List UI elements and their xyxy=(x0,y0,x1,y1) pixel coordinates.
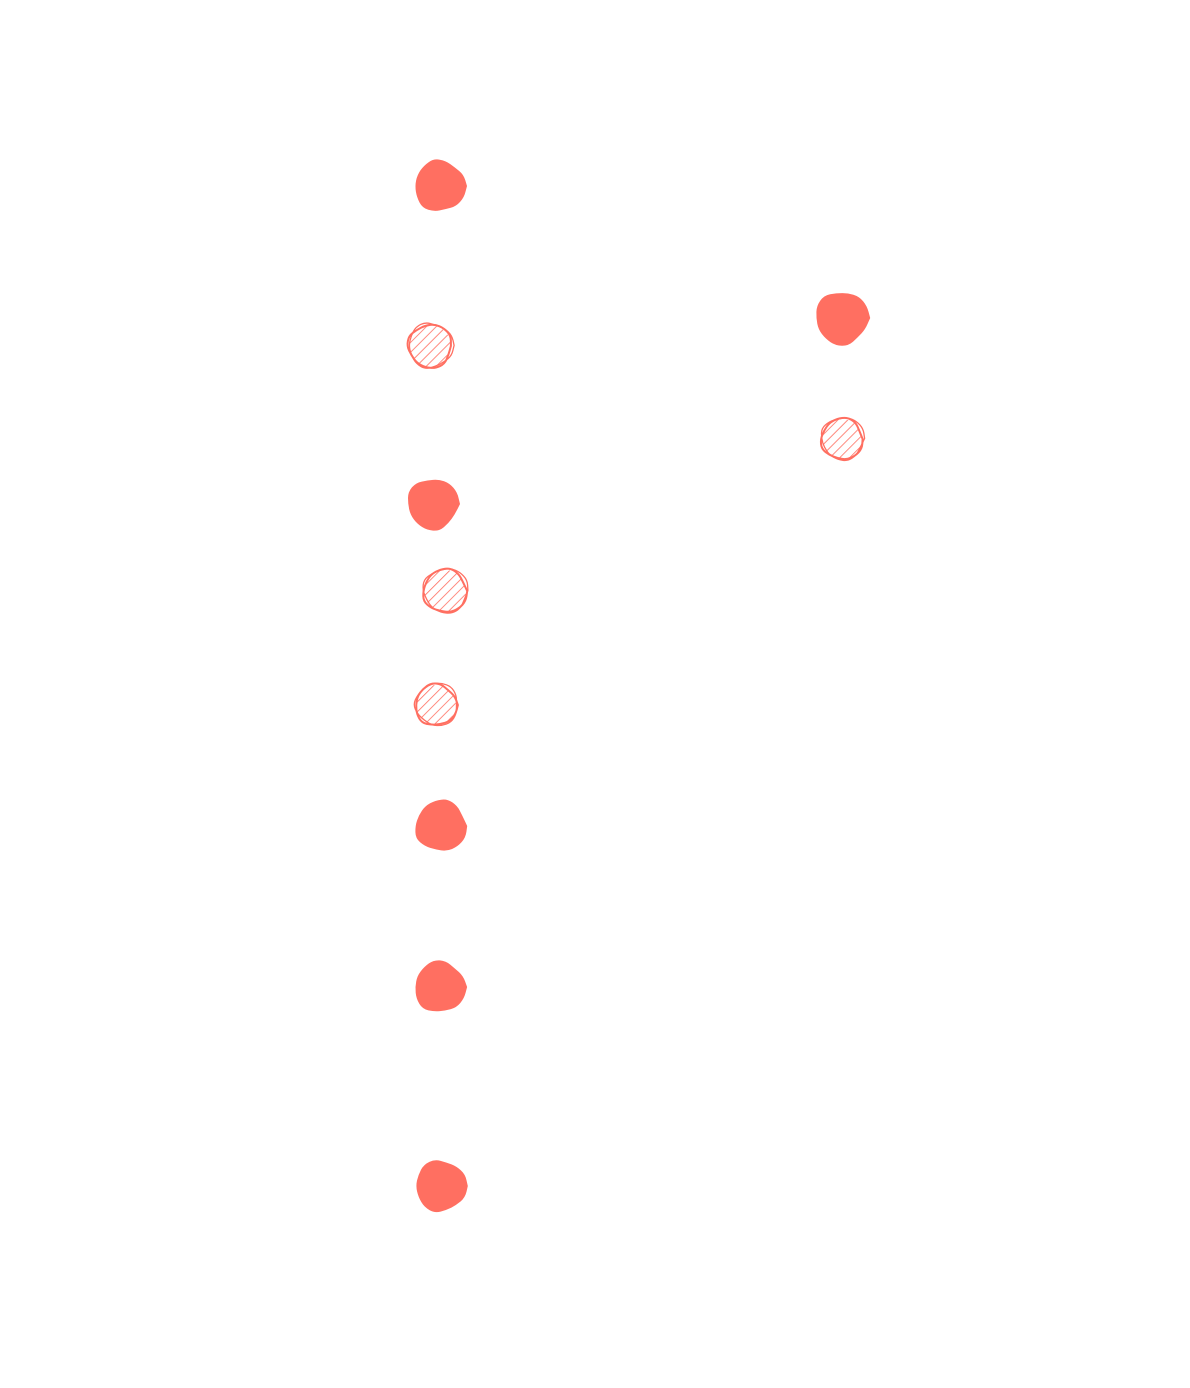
marker-hatched-2 xyxy=(406,322,455,369)
solid-dot xyxy=(415,799,468,851)
hatched-outline-sketch xyxy=(413,682,458,727)
hatched-outline-sketch xyxy=(422,568,469,614)
marker-solid-8 xyxy=(416,1160,468,1213)
marker-hatched-10 xyxy=(819,416,866,462)
solid-dot xyxy=(415,960,468,1012)
hatched-fill xyxy=(424,570,466,612)
marker-solid-9 xyxy=(816,293,871,346)
hatched-outline-sketch xyxy=(408,322,455,369)
hatched-fill xyxy=(409,325,451,367)
marker-solid-7 xyxy=(415,960,468,1012)
marker-hatched-5 xyxy=(413,682,459,727)
solid-dot xyxy=(408,479,460,531)
hatched-outline-sketch xyxy=(820,417,866,462)
hatched-fill xyxy=(416,685,456,725)
solid-dot xyxy=(816,293,871,346)
solid-dot xyxy=(416,1160,468,1213)
marker-solid-6 xyxy=(415,799,468,851)
marker-solid-1 xyxy=(415,159,467,211)
hatched-fill xyxy=(822,419,862,459)
marker-solid-3 xyxy=(408,479,460,531)
marker-group xyxy=(406,159,871,1213)
solid-dot xyxy=(415,159,467,211)
marker-hatched-4 xyxy=(422,567,469,614)
hatched-outline xyxy=(415,682,459,726)
